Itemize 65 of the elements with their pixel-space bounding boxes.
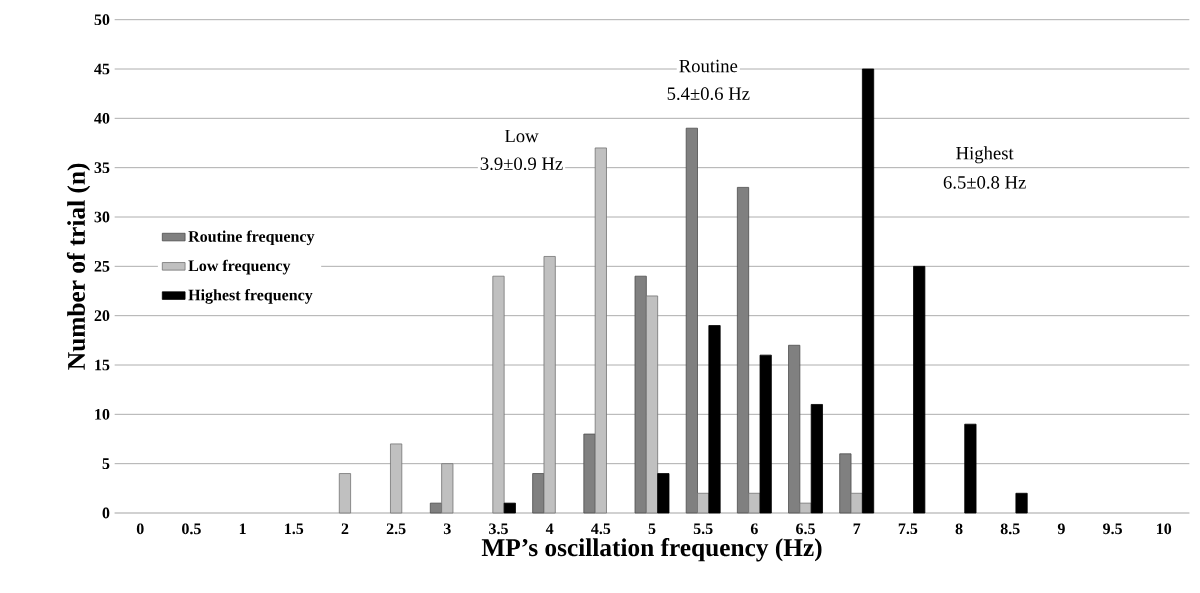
x-tick-label: 5.5 — [693, 523, 713, 535]
annotation: 5.4±0.6 Hz — [667, 87, 750, 101]
bar — [1015, 492, 1028, 514]
x-tick-label: 1.5 — [285, 523, 304, 535]
y-tick-label: 20 — [94, 310, 110, 322]
bar — [685, 127, 698, 514]
x-tick-label: 8 — [955, 523, 963, 535]
x-tick-label: 0 — [136, 523, 144, 535]
bar — [503, 502, 516, 514]
bar — [583, 433, 596, 514]
legend-label: Routine frequency — [188, 230, 315, 246]
bar — [748, 492, 761, 514]
annotation: Routine — [679, 59, 738, 73]
bar — [645, 295, 659, 514]
y-tick-label: 40 — [94, 112, 110, 124]
bar — [736, 187, 750, 514]
y-tick-label: 35 — [94, 162, 110, 174]
y-tick-label: 10 — [95, 408, 110, 420]
annotation: 3.9±0.9 Hz — [480, 157, 563, 171]
legend-label: Highest frequency — [188, 288, 313, 304]
annotation: Highest — [956, 146, 1014, 164]
legend-label: Low frequency — [188, 259, 291, 275]
y-axis-title: Number of trial (n) — [66, 163, 91, 370]
y-tick-label: 45 — [94, 63, 110, 75]
x-tick-label: 10 — [1157, 523, 1172, 535]
x-tick-label: 0.5 — [182, 523, 201, 535]
x-tick-label: 2 — [341, 523, 349, 534]
x-axis-title: MP’s oscillation frequency (Hz) — [481, 538, 822, 562]
x-tick-label: 8.5 — [1000, 523, 1020, 535]
x-tick-label: 6 — [750, 523, 758, 535]
x-tick-label: 3.5 — [489, 523, 508, 535]
bar — [861, 68, 875, 514]
bar — [634, 275, 647, 514]
bar — [708, 325, 721, 514]
bar — [788, 344, 801, 514]
bar — [913, 265, 926, 514]
bar — [810, 404, 823, 514]
x-tick-label: 7 — [853, 523, 861, 534]
x-tick-label: 2.5 — [386, 523, 406, 535]
annotation: 6.5±0.8 Hz — [943, 176, 1026, 189]
x-tick-label: 5 — [648, 523, 656, 535]
x-tick-label: 3 — [443, 523, 451, 535]
bar — [839, 453, 852, 514]
bar — [759, 354, 772, 514]
x-tick-label: 1 — [239, 523, 246, 534]
x-tick-label: 6.5 — [796, 523, 815, 535]
x-tick-label: 7.5 — [898, 523, 918, 535]
bar — [429, 502, 443, 514]
x-tick-label: 9 — [1057, 523, 1065, 535]
bar — [657, 473, 670, 514]
y-tick-label: 30 — [94, 211, 110, 223]
y-tick-label: 25 — [94, 260, 110, 272]
y-tick-label: 0 — [102, 507, 110, 519]
x-tick-label: 4 — [545, 523, 554, 534]
bar — [850, 492, 863, 514]
annotation: Low — [504, 129, 539, 143]
bar — [532, 473, 545, 514]
y-tick-label: 50 — [94, 14, 110, 26]
bar — [964, 423, 977, 514]
bar — [799, 502, 812, 514]
bar — [697, 492, 710, 514]
y-tick-label: 15 — [95, 359, 110, 371]
x-tick-label: 4.5 — [591, 523, 611, 535]
x-tick-label: 9.5 — [1103, 523, 1122, 535]
y-tick-label: 5 — [102, 458, 110, 469]
